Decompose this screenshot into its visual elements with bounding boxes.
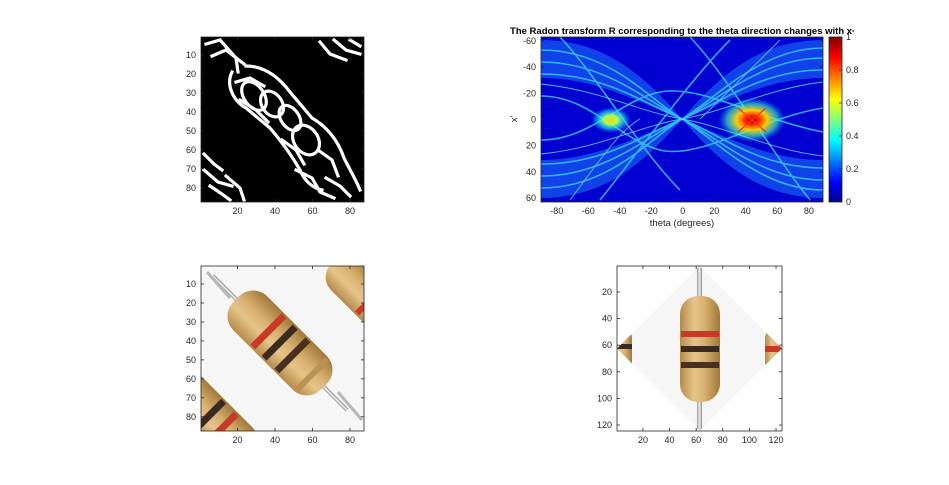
- y-tick-label: -60: [523, 36, 536, 46]
- x-tick-label: 120: [768, 435, 783, 445]
- y-tick-label: 120: [597, 420, 612, 430]
- y-tick-label: 30: [186, 88, 196, 98]
- colorbar-tick-label: 1: [846, 32, 851, 42]
- y-tick-label: 20: [526, 141, 536, 151]
- radon-panel: The Radon transform R corresponding to t…: [509, 26, 859, 229]
- y-tick-label: 20: [186, 298, 196, 308]
- edge-image-ticks: 20 40 60 80 10 20 30 40 50 60 70 80: [186, 37, 364, 216]
- rotated-image-panel: 20 40 60 80 100 120 20 40 60 80 100 120: [597, 265, 784, 445]
- radon-ticks: -80 -60 -40 -20 0 20 40 60 80 -60 -40 -20 0 20 40 60: [523, 36, 823, 216]
- colorbar-tick-label: 0: [846, 197, 851, 207]
- y-tick-label: 50: [186, 355, 196, 365]
- x-tick-label: 60: [307, 435, 317, 445]
- rotated-image-axes: [616, 265, 783, 432]
- y-tick-label: 60: [602, 340, 612, 350]
- x-tick-label: 20: [233, 206, 243, 216]
- x-tick-label: 60: [772, 206, 782, 216]
- y-tick-label: -40: [523, 62, 536, 72]
- edge-image-panel: 20 40 60 80 10 20 30 40 50 60 70 80: [186, 36, 365, 216]
- y-tick-label: 60: [186, 374, 196, 384]
- x-tick-label: 80: [718, 435, 728, 445]
- radon-xlabel: theta (degrees): [650, 218, 714, 229]
- original-image-axes: [200, 265, 365, 432]
- radon-heatmap: [541, 37, 823, 201]
- y-tick-label: 50: [186, 126, 196, 136]
- radon-title: The Radon transform R corresponding to t…: [510, 26, 854, 38]
- x-tick-label: -20: [645, 206, 658, 216]
- x-tick-label: 0: [680, 206, 685, 216]
- y-tick-label: 70: [186, 164, 196, 174]
- radon-colorbar: [828, 36, 843, 203]
- original-image-ticks: 20 40 60 80 10 20 30 40 50 60 70 80: [186, 266, 364, 445]
- colorbar-tick-label: 0.4: [846, 131, 859, 141]
- x-tick-label: -60: [582, 206, 595, 216]
- edge-image-contours: [201, 37, 363, 202]
- y-tick-label: 20: [186, 69, 196, 79]
- colorbar-tick-label: 0.6: [846, 98, 859, 108]
- colorbar-tick-label: 0.2: [846, 164, 859, 174]
- x-tick-label: -80: [550, 206, 563, 216]
- y-tick-label: 40: [186, 336, 196, 346]
- x-tick-label: 40: [741, 206, 751, 216]
- y-tick-label: 80: [186, 412, 196, 422]
- x-tick-label: 40: [270, 435, 280, 445]
- radon-ylabel: x': [509, 116, 520, 123]
- y-tick-label: 100: [597, 393, 612, 403]
- x-tick-label: 40: [270, 206, 280, 216]
- x-tick-label: 20: [709, 206, 719, 216]
- x-tick-label: 80: [804, 206, 814, 216]
- y-tick-label: 40: [186, 107, 196, 117]
- radon-colorbar-ticks: 0 0.2 0.4 0.6 0.8 1: [839, 32, 859, 207]
- y-tick-label: 70: [186, 393, 196, 403]
- x-tick-label: 100: [742, 435, 757, 445]
- x-tick-label: 80: [345, 435, 355, 445]
- y-tick-label: 30: [186, 317, 196, 327]
- x-tick-label: 20: [638, 435, 648, 445]
- x-tick-label: -40: [613, 206, 626, 216]
- y-tick-label: 80: [186, 183, 196, 193]
- y-tick-label: 60: [526, 193, 536, 203]
- y-tick-label: 80: [602, 367, 612, 377]
- edge-image-axes: [200, 36, 365, 203]
- x-tick-label: 40: [665, 435, 675, 445]
- y-tick-label: 10: [186, 279, 196, 289]
- y-tick-label: 60: [186, 145, 196, 155]
- original-image-content: [201, 266, 364, 431]
- original-image-panel: 20 40 60 80 10 20 30 40 50 60 70 80: [186, 265, 365, 445]
- y-tick-label: 40: [526, 167, 536, 177]
- y-tick-label: 0: [531, 115, 536, 125]
- y-tick-label: 40: [602, 314, 612, 324]
- x-tick-label: 60: [307, 206, 317, 216]
- x-tick-label: 80: [345, 206, 355, 216]
- rotated-image-ticks: 20 40 60 80 100 120 20 40 60 80 100 120: [597, 266, 784, 445]
- y-tick-label: -20: [523, 88, 536, 98]
- colorbar-tick-label: 0.8: [846, 65, 859, 75]
- x-tick-label: 60: [691, 435, 701, 445]
- y-tick-label: 20: [602, 287, 612, 297]
- x-tick-label: 20: [233, 435, 243, 445]
- y-tick-label: 10: [186, 50, 196, 60]
